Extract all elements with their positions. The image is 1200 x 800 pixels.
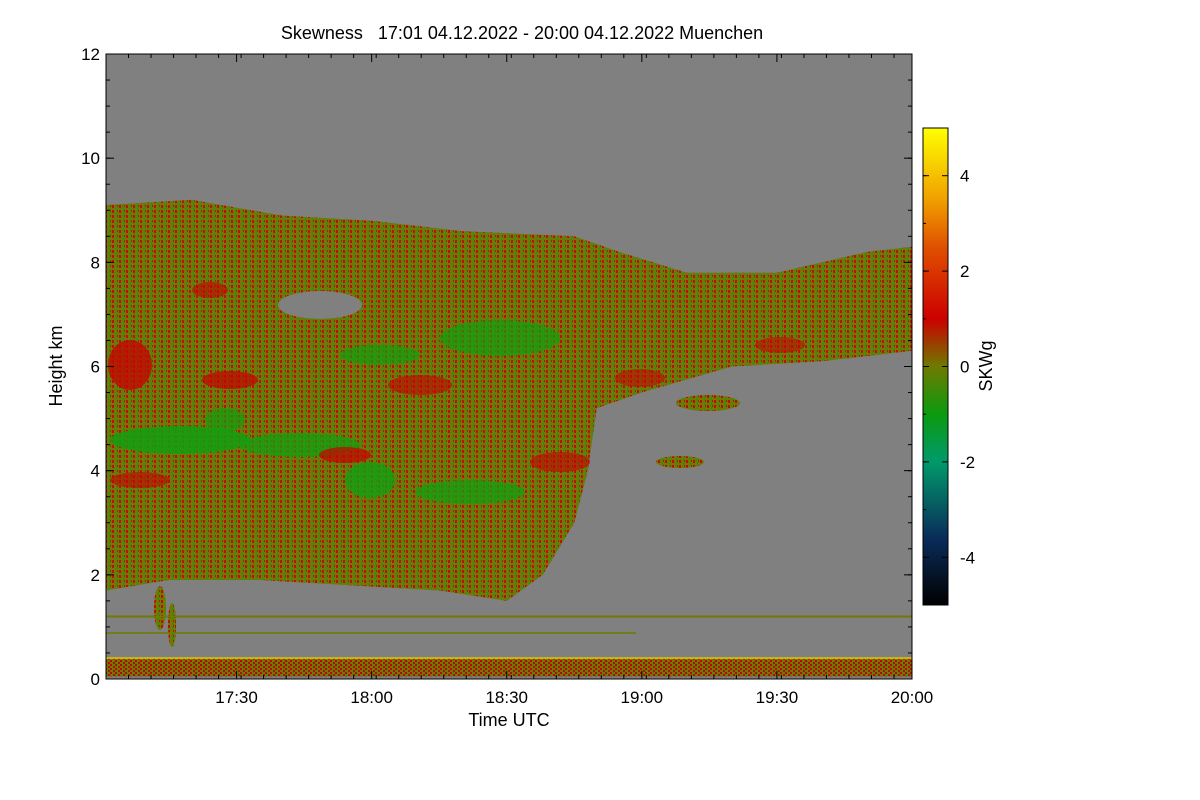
x-tick-label: 18:00 xyxy=(350,688,393,707)
y-tick-label: 4 xyxy=(91,462,100,481)
cloud-features xyxy=(108,282,805,504)
colorbar-tick-label: -4 xyxy=(960,548,975,567)
plot-area xyxy=(106,54,912,679)
x-axis-title: Time UTC xyxy=(468,710,549,730)
x-tick-label: 20:00 xyxy=(891,688,934,707)
boundary-layer-top-line xyxy=(106,657,912,660)
colorbar-label: SKWg xyxy=(976,340,996,391)
x-tick-label: 19:00 xyxy=(621,688,664,707)
y-tick-label: 2 xyxy=(91,566,100,585)
chart-title: Skewness 17:01 04.12.2022 - 20:00 04.12.… xyxy=(281,23,763,43)
y-tick-label: 0 xyxy=(91,670,100,689)
thin-line-0-9km xyxy=(106,632,636,634)
colorbar-tick-label: 4 xyxy=(960,167,969,186)
y-axis-title: Height km xyxy=(46,325,66,406)
y-tick-label: 6 xyxy=(91,358,100,377)
x-tick-label: 19:30 xyxy=(756,688,799,707)
x-tick-label: 17:30 xyxy=(215,688,258,707)
colorbar-tick-label: -2 xyxy=(960,453,975,472)
y-tick-label: 12 xyxy=(81,45,100,64)
colorbar: 4 2 0 -2 -4 SKWg xyxy=(922,127,996,606)
boundary-layer-region xyxy=(106,658,912,677)
colorbar-tick-label: 0 xyxy=(960,358,969,377)
colorbar-tick-label: 2 xyxy=(960,262,969,281)
y-tick-label: 8 xyxy=(91,253,100,272)
x-axis: 17:30 18:00 18:30 19:00 19:30 20:00 xyxy=(105,54,934,707)
y-tick-label: 10 xyxy=(81,149,100,168)
isolated-patches xyxy=(154,395,740,647)
x-tick-label: 18:30 xyxy=(485,688,528,707)
y-axis: 0 2 4 6 8 10 12 xyxy=(81,45,912,689)
thin-line-1km xyxy=(106,615,912,618)
colorbar-ticks: 4 2 0 -2 -4 xyxy=(923,127,975,606)
